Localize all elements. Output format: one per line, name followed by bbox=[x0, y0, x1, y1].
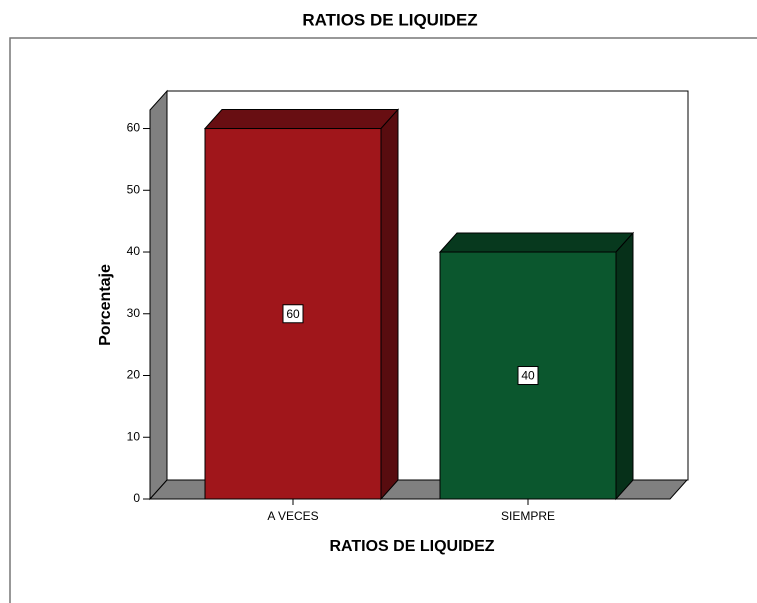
y-tick-label: 10 bbox=[127, 429, 141, 443]
bar-side bbox=[380, 108, 399, 501]
value-label-box bbox=[517, 366, 539, 386]
value-label: 40 bbox=[521, 369, 535, 383]
side-wall bbox=[149, 89, 168, 501]
y-tick-label: 50 bbox=[127, 182, 141, 196]
y-tick-label: 20 bbox=[127, 368, 141, 382]
chart-frame bbox=[9, 37, 757, 603]
y-tick-label: 60 bbox=[127, 121, 141, 135]
x-tick-label: A VECES bbox=[267, 509, 318, 523]
y-tick-label: 40 bbox=[127, 244, 141, 258]
y-axis-title: Porcentaje bbox=[97, 264, 114, 346]
value-label-box bbox=[282, 304, 304, 324]
bar-top bbox=[203, 109, 400, 130]
y-tick-label: 0 bbox=[133, 491, 140, 505]
x-tick-label: SIEMPRE bbox=[501, 509, 555, 523]
x-axis-title: RATIOS DE LIQUIDEZ bbox=[329, 538, 494, 555]
y-tick-label: 30 bbox=[127, 306, 141, 320]
bar-side bbox=[615, 231, 634, 501]
bar-top bbox=[438, 232, 635, 253]
chart-title: RATIOS DE LIQUIDEZ bbox=[302, 10, 477, 29]
value-label: 60 bbox=[286, 307, 300, 321]
